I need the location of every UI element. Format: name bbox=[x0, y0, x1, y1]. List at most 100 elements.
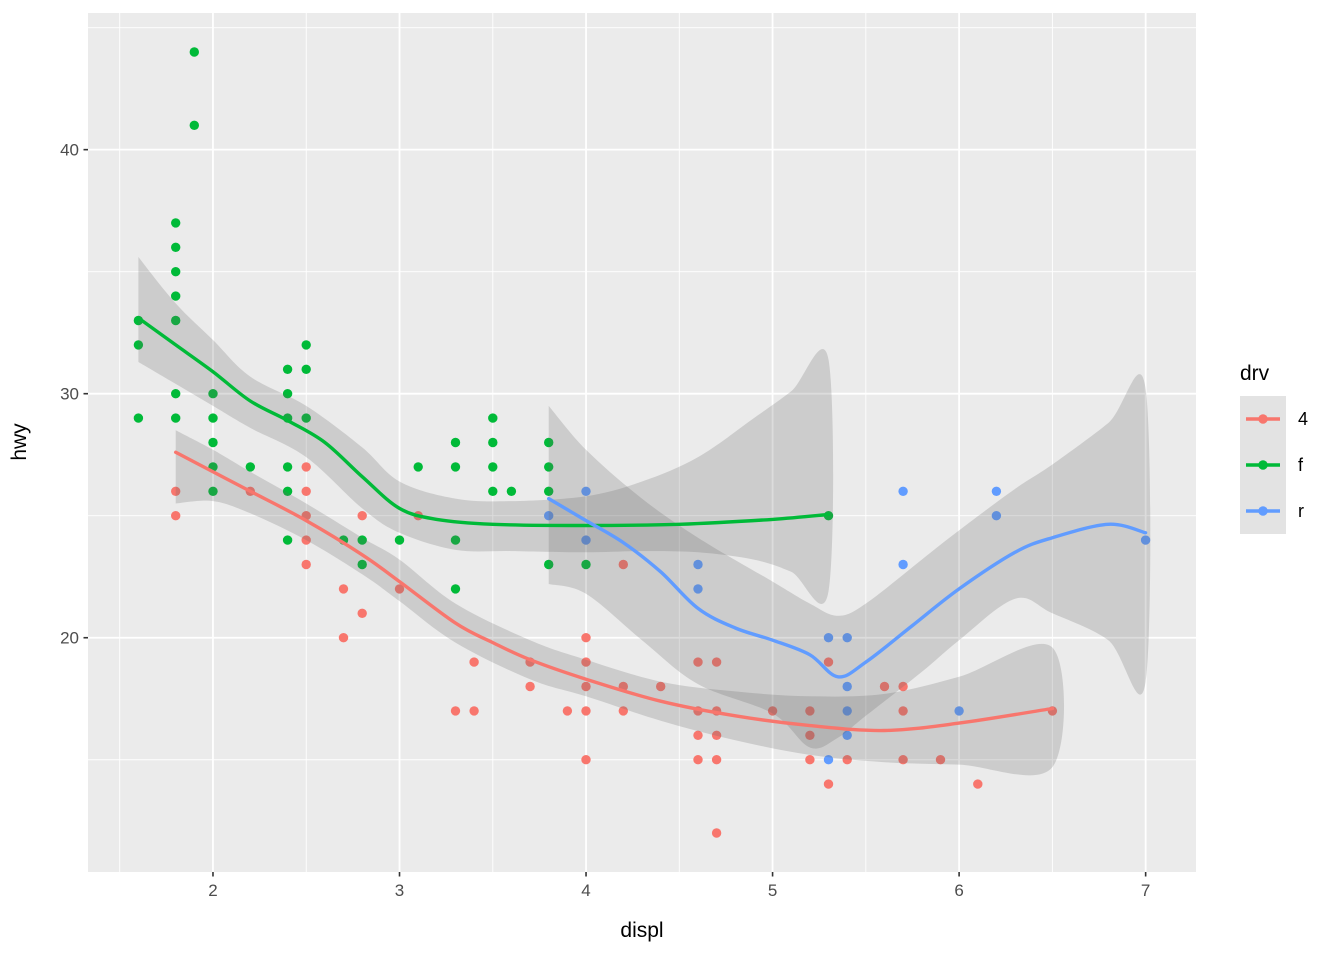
data-point bbox=[208, 437, 218, 448]
data-point bbox=[171, 315, 181, 326]
data-point bbox=[693, 730, 703, 740]
data-point bbox=[301, 413, 311, 423]
data-point bbox=[338, 584, 349, 594]
data-point bbox=[581, 633, 591, 643]
data-point bbox=[488, 437, 498, 448]
data-point bbox=[973, 779, 983, 789]
data-point bbox=[413, 462, 423, 472]
data-point bbox=[954, 706, 964, 716]
data-point bbox=[823, 633, 834, 643]
legend-key-point bbox=[1258, 460, 1268, 470]
data-point bbox=[450, 437, 461, 448]
legend-key-point bbox=[1258, 506, 1268, 516]
data-point bbox=[357, 608, 367, 618]
data-point bbox=[879, 681, 890, 692]
data-point bbox=[208, 413, 218, 423]
x-tick-label: 7 bbox=[1141, 881, 1150, 900]
ci-ribbon-r bbox=[548, 374, 1151, 749]
data-point bbox=[823, 779, 834, 789]
data-point bbox=[842, 681, 852, 692]
data-point bbox=[394, 584, 405, 594]
legend-item-f: f bbox=[1240, 442, 1304, 488]
data-point bbox=[898, 681, 908, 692]
data-point bbox=[189, 47, 199, 57]
legend-item-r: r bbox=[1240, 488, 1304, 534]
legend-label: f bbox=[1298, 455, 1304, 475]
points-r bbox=[544, 486, 1151, 765]
data-point bbox=[898, 755, 908, 765]
data-point bbox=[450, 584, 461, 594]
data-point bbox=[562, 706, 573, 716]
data-point bbox=[693, 584, 703, 594]
x-tick-label: 6 bbox=[954, 881, 963, 900]
legend-label: r bbox=[1298, 501, 1304, 521]
data-point bbox=[544, 511, 554, 521]
data-point bbox=[469, 657, 479, 667]
data-point bbox=[469, 706, 479, 716]
data-point bbox=[450, 462, 461, 472]
data-point bbox=[338, 633, 349, 643]
data-point bbox=[842, 730, 852, 740]
data-point bbox=[581, 535, 591, 545]
data-point bbox=[581, 681, 591, 692]
data-point bbox=[506, 486, 517, 496]
ci-ribbon-f bbox=[138, 257, 834, 604]
data-point bbox=[357, 559, 367, 570]
smooth-line-4 bbox=[174, 450, 1055, 733]
data-point bbox=[171, 218, 181, 228]
data-point bbox=[991, 486, 1002, 496]
data-point bbox=[656, 681, 666, 692]
ci-ribbon-4 bbox=[175, 430, 1065, 776]
data-point bbox=[935, 755, 946, 765]
data-point bbox=[581, 559, 591, 570]
y-tick-label: 40 bbox=[60, 141, 79, 160]
data-point bbox=[898, 559, 908, 570]
data-point bbox=[282, 535, 293, 545]
x-tick-label: 2 bbox=[208, 881, 217, 900]
data-point bbox=[618, 559, 628, 570]
data-point bbox=[450, 535, 461, 545]
smooth-line-r bbox=[547, 496, 1148, 679]
data-point bbox=[842, 755, 852, 765]
data-point bbox=[357, 511, 367, 521]
data-point bbox=[823, 755, 834, 765]
data-point bbox=[488, 462, 498, 472]
data-point bbox=[301, 535, 311, 545]
data-point bbox=[171, 511, 181, 521]
data-point bbox=[805, 755, 815, 765]
data-point bbox=[842, 706, 852, 716]
data-point bbox=[488, 486, 498, 496]
data-point bbox=[805, 730, 815, 740]
data-point bbox=[301, 364, 311, 374]
smooth-line-f bbox=[136, 316, 831, 528]
data-point bbox=[693, 755, 703, 765]
data-point bbox=[282, 364, 293, 374]
data-point bbox=[805, 706, 815, 716]
x-tick-label: 5 bbox=[768, 881, 777, 900]
data-point bbox=[301, 559, 311, 570]
data-point bbox=[711, 828, 722, 838]
data-point bbox=[171, 242, 181, 252]
data-point bbox=[171, 486, 181, 496]
data-point bbox=[898, 486, 908, 496]
data-point bbox=[282, 486, 293, 496]
data-point bbox=[450, 706, 461, 716]
y-tick-label: 20 bbox=[60, 629, 79, 648]
data-point bbox=[711, 730, 722, 740]
data-point bbox=[171, 413, 181, 423]
data-point bbox=[581, 657, 591, 667]
data-point bbox=[208, 486, 218, 496]
data-point bbox=[991, 511, 1002, 521]
data-point bbox=[581, 486, 591, 496]
data-point bbox=[842, 633, 852, 643]
data-point bbox=[208, 389, 218, 399]
data-point bbox=[394, 535, 405, 545]
data-point bbox=[544, 559, 554, 570]
y-axis-title: hwy bbox=[8, 423, 31, 461]
data-point bbox=[711, 657, 722, 667]
data-point bbox=[823, 657, 834, 667]
data-point bbox=[581, 755, 591, 765]
legend-key-point bbox=[1258, 414, 1268, 424]
data-point bbox=[171, 291, 181, 301]
data-point bbox=[282, 462, 293, 472]
